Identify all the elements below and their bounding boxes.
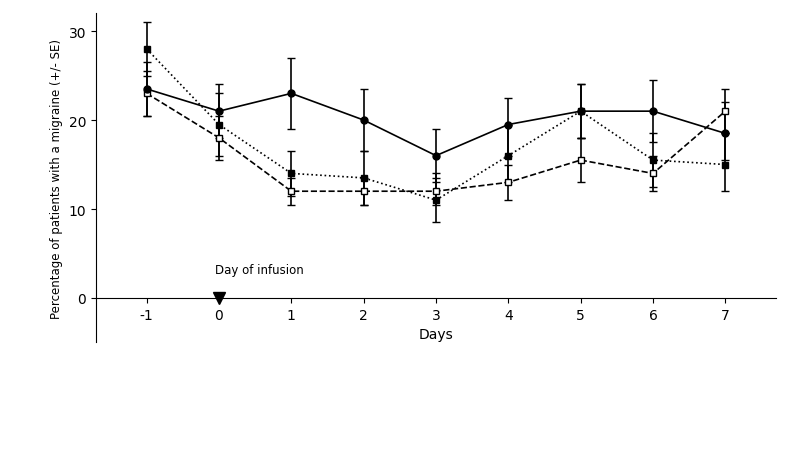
Y-axis label: Percentage of patients with a migraine (+/- SE): Percentage of patients with a migraine (… bbox=[50, 39, 63, 318]
Text: Day of infusion: Day of infusion bbox=[215, 263, 304, 276]
X-axis label: Days: Days bbox=[418, 327, 454, 341]
